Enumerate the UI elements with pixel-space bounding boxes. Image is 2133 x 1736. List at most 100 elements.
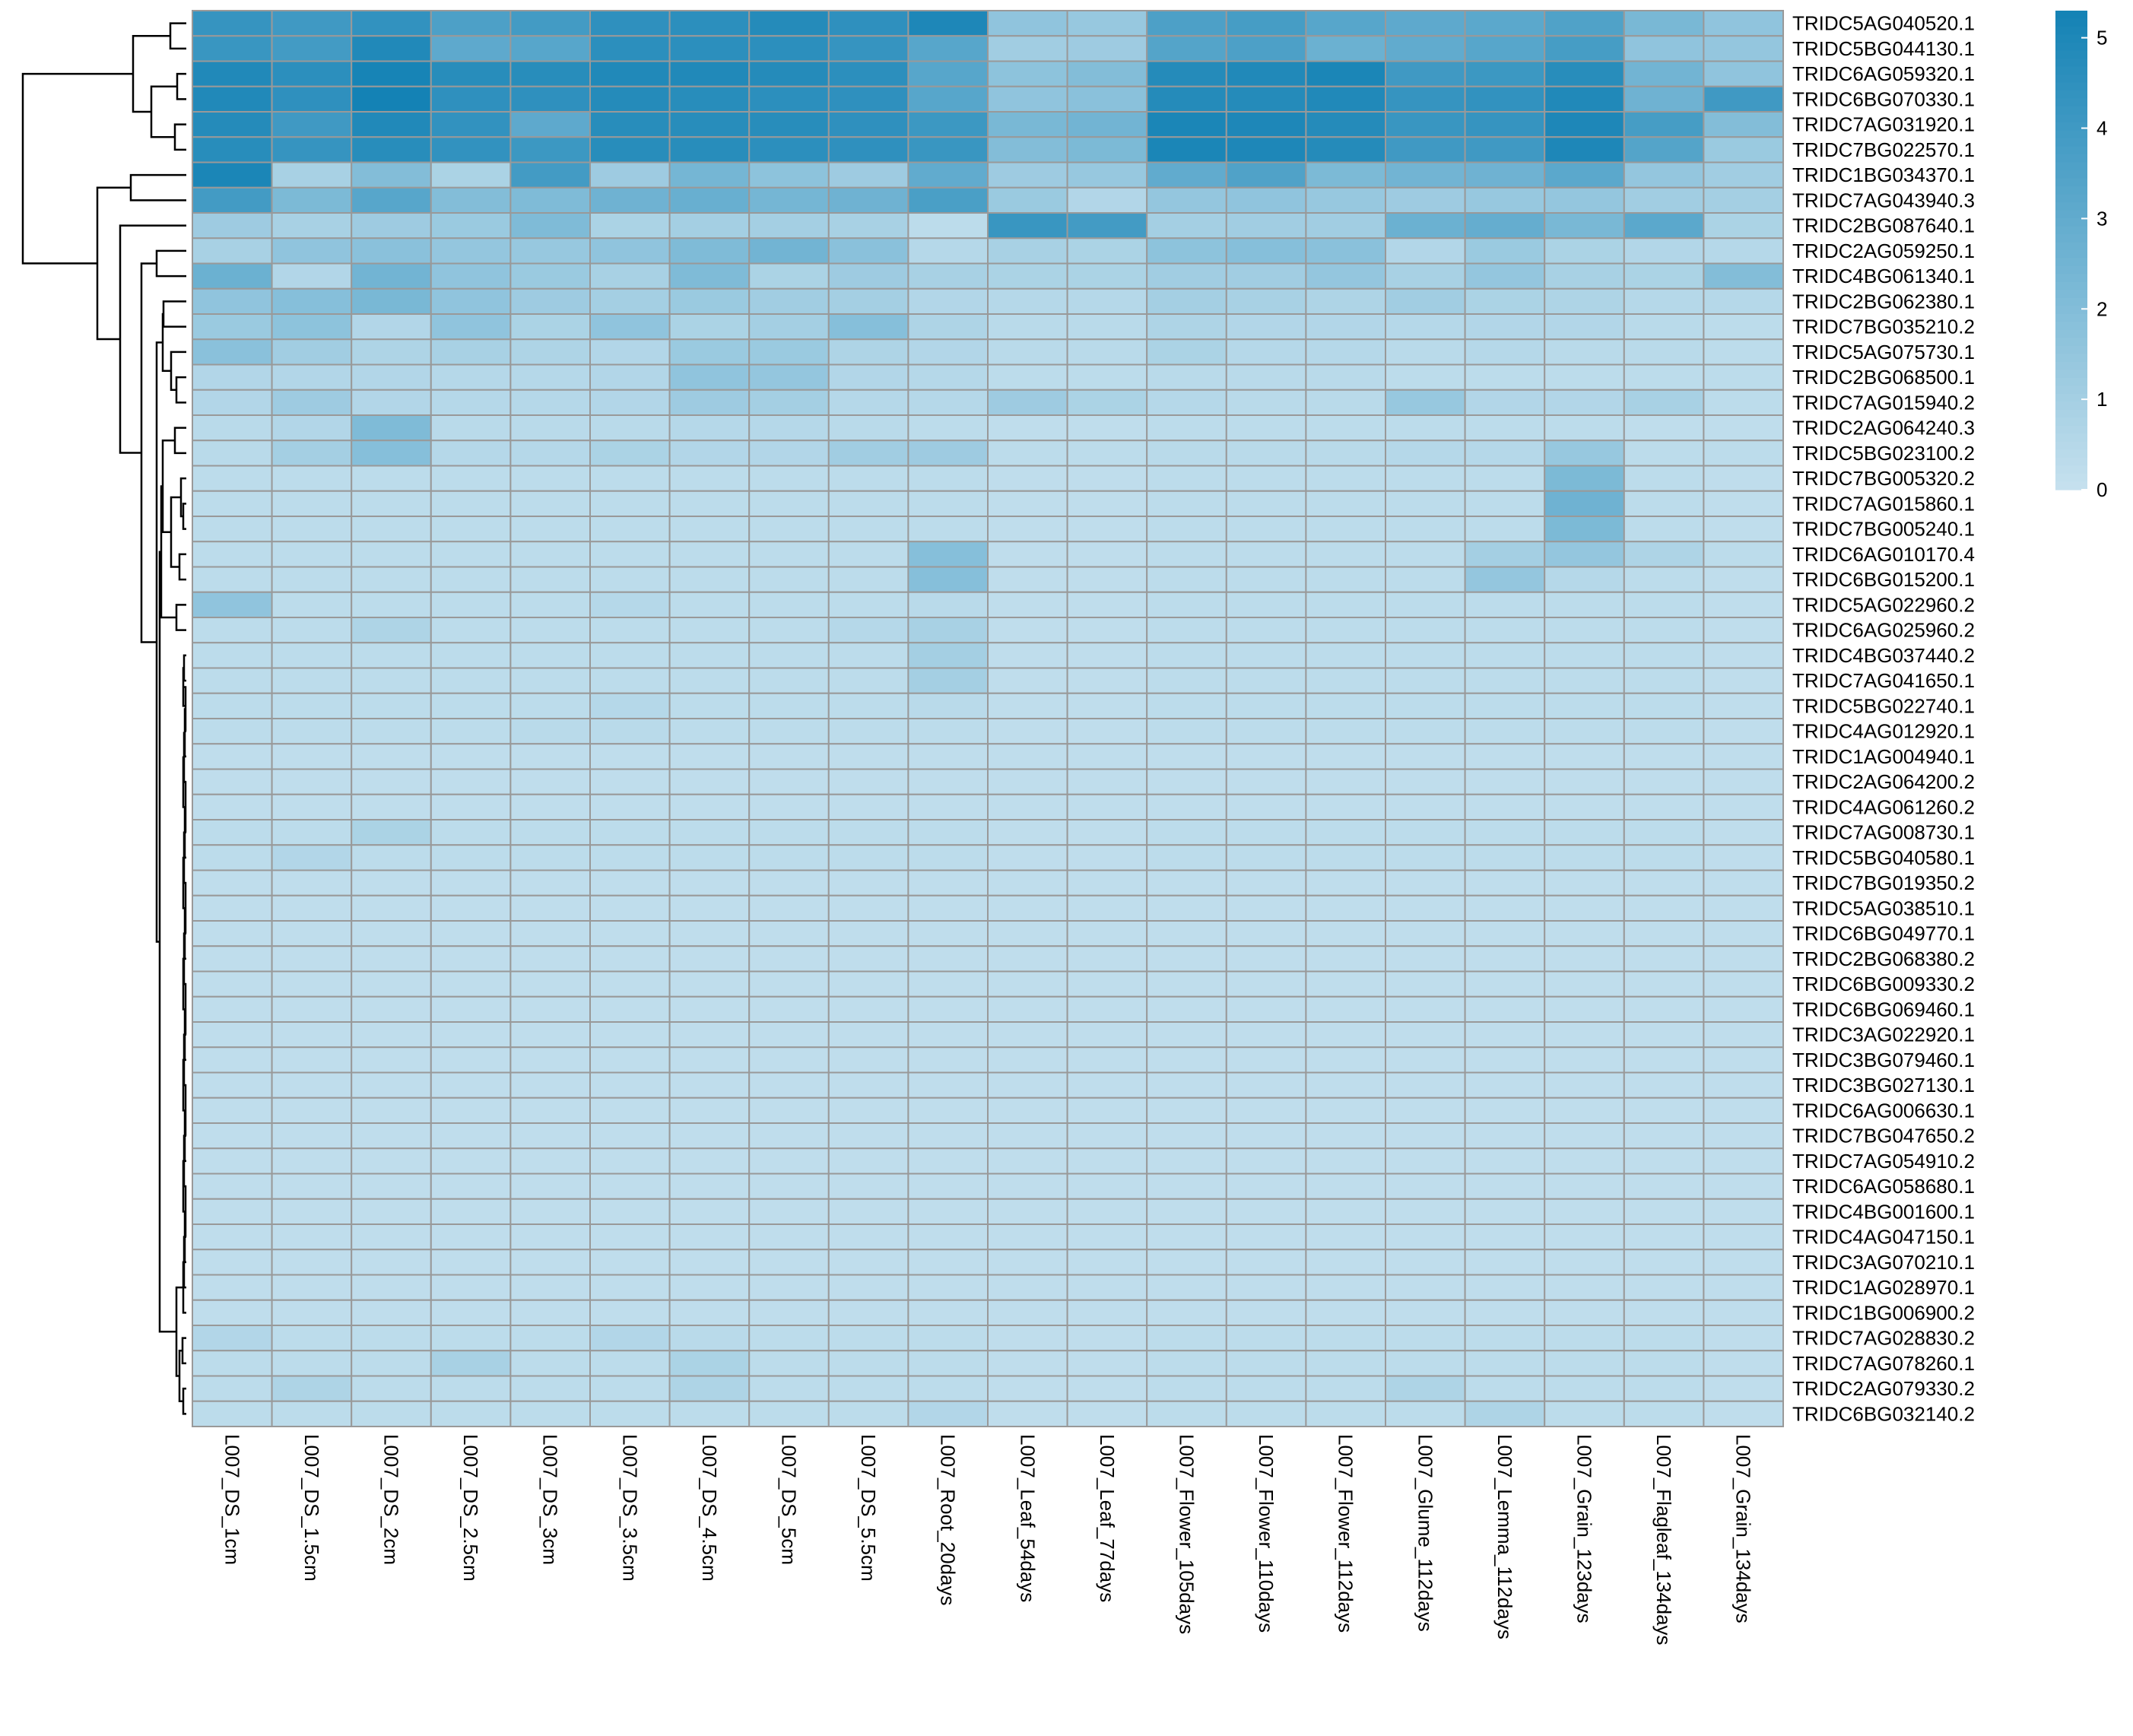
heatmap-cell xyxy=(748,1147,830,1175)
heatmap-cell xyxy=(1623,35,1705,62)
heatmap-cell xyxy=(827,111,909,138)
heatmap-cell xyxy=(907,465,989,492)
heatmap-cell xyxy=(1703,10,1784,37)
column-label: L007_Leaf_54days xyxy=(1016,1434,1039,1602)
heatmap-cell xyxy=(351,566,432,593)
heatmap-cell xyxy=(1623,85,1705,113)
heatmap-cell xyxy=(668,1198,751,1225)
heatmap-cell xyxy=(1305,1350,1387,1377)
heatmap-cell xyxy=(1464,1122,1546,1150)
heatmap-cell xyxy=(907,60,989,87)
heatmap-cell xyxy=(827,945,909,973)
heatmap-cell xyxy=(192,1325,273,1352)
heatmap-cell xyxy=(192,591,273,618)
legend-tick-label: 0 xyxy=(2096,478,2107,501)
heatmap-cell xyxy=(1544,1325,1625,1352)
heatmap-cell xyxy=(1146,1122,1227,1150)
heatmap-cell xyxy=(668,10,751,37)
heatmap-cell xyxy=(827,819,909,846)
heatmap-cell xyxy=(589,869,671,897)
heatmap-cell xyxy=(668,414,751,442)
heatmap-cell xyxy=(1066,1375,1148,1402)
heatmap-cell xyxy=(1464,743,1546,770)
heatmap-cell xyxy=(430,1097,512,1124)
heatmap-cell xyxy=(1623,414,1705,442)
heatmap-cell xyxy=(1225,1325,1307,1352)
heatmap-cell xyxy=(907,111,989,138)
heatmap-cell xyxy=(987,1249,1068,1276)
heatmap-cell xyxy=(509,465,592,492)
heatmap-cell xyxy=(987,869,1068,897)
heatmap-cell xyxy=(1146,363,1227,391)
heatmap-cell xyxy=(430,10,512,37)
heatmap-cell xyxy=(271,161,353,189)
heatmap-cell xyxy=(748,10,830,37)
heatmap-cell xyxy=(907,136,989,163)
heatmap-cell xyxy=(351,945,432,973)
heatmap-cell xyxy=(827,313,909,341)
heatmap-cell xyxy=(271,692,353,719)
heatmap-cell xyxy=(271,212,353,240)
heatmap-cell xyxy=(192,313,273,341)
heatmap-cell xyxy=(1066,136,1148,163)
legend-gradient-step xyxy=(2055,290,2087,299)
heatmap-cell xyxy=(351,465,432,492)
heatmap-cell xyxy=(668,35,751,62)
legend-gradient-step xyxy=(2055,218,2087,227)
heatmap-cell xyxy=(589,1400,671,1427)
heatmap-cell xyxy=(668,1350,751,1377)
heatmap-cell xyxy=(907,718,989,745)
heatmap-cell xyxy=(1385,819,1466,846)
heatmap-cell xyxy=(1146,642,1227,669)
heatmap-cell xyxy=(271,136,353,163)
heatmap-cell xyxy=(668,161,751,189)
heatmap-cell xyxy=(748,1097,830,1124)
heatmap-cell xyxy=(668,85,751,113)
heatmap-cell xyxy=(668,186,751,214)
heatmap-cell xyxy=(987,440,1068,467)
heatmap-cell xyxy=(907,617,989,644)
heatmap-cell xyxy=(351,1400,432,1427)
heatmap-cell xyxy=(351,262,432,290)
heatmap-cell xyxy=(589,186,671,214)
row-label: TRIDC7AG008730.1 xyxy=(1792,821,1975,844)
heatmap-cell xyxy=(1385,642,1466,669)
heatmap-cell xyxy=(430,440,512,467)
heatmap-cell xyxy=(1703,212,1784,240)
heatmap-cell xyxy=(987,1021,1068,1049)
heatmap-cell xyxy=(748,819,830,846)
heatmap-cell xyxy=(1066,338,1148,366)
row-label: TRIDC5AG040520.1 xyxy=(1792,12,1975,35)
heatmap-cell xyxy=(430,819,512,846)
heatmap-cell xyxy=(827,186,909,214)
heatmap-cell xyxy=(827,869,909,897)
heatmap-cell xyxy=(1623,1046,1705,1074)
heatmap-cell xyxy=(430,60,512,87)
heatmap-cell xyxy=(192,869,273,897)
heatmap-cell xyxy=(589,844,671,871)
column-label: L007_Grain_134days xyxy=(1732,1434,1755,1623)
row-label: TRIDC4BG001600.1 xyxy=(1792,1200,1975,1223)
heatmap-cell xyxy=(748,136,830,163)
heatmap-cell xyxy=(1464,1198,1546,1225)
heatmap-cell xyxy=(1146,465,1227,492)
heatmap-cell xyxy=(1146,1198,1227,1225)
dendrogram-branch xyxy=(158,551,176,1333)
heatmap-cell xyxy=(430,667,512,694)
heatmap-cell xyxy=(748,1400,830,1427)
heatmap-cell xyxy=(827,237,909,265)
heatmap-cell xyxy=(1225,338,1307,366)
heatmap-cell xyxy=(1305,389,1387,416)
heatmap-cell xyxy=(430,1325,512,1352)
heatmap-cell xyxy=(589,111,671,138)
heatmap-cell xyxy=(827,1122,909,1150)
heatmap-cell xyxy=(1305,262,1387,290)
heatmap-cell xyxy=(1703,642,1784,669)
heatmap-cell xyxy=(668,692,751,719)
heatmap-cell xyxy=(430,338,512,366)
heatmap-cell xyxy=(827,1400,909,1427)
heatmap-cell xyxy=(1305,692,1387,719)
heatmap-cell xyxy=(1225,1046,1307,1074)
heatmap-cell xyxy=(509,894,592,922)
heatmap-cell xyxy=(589,793,671,820)
